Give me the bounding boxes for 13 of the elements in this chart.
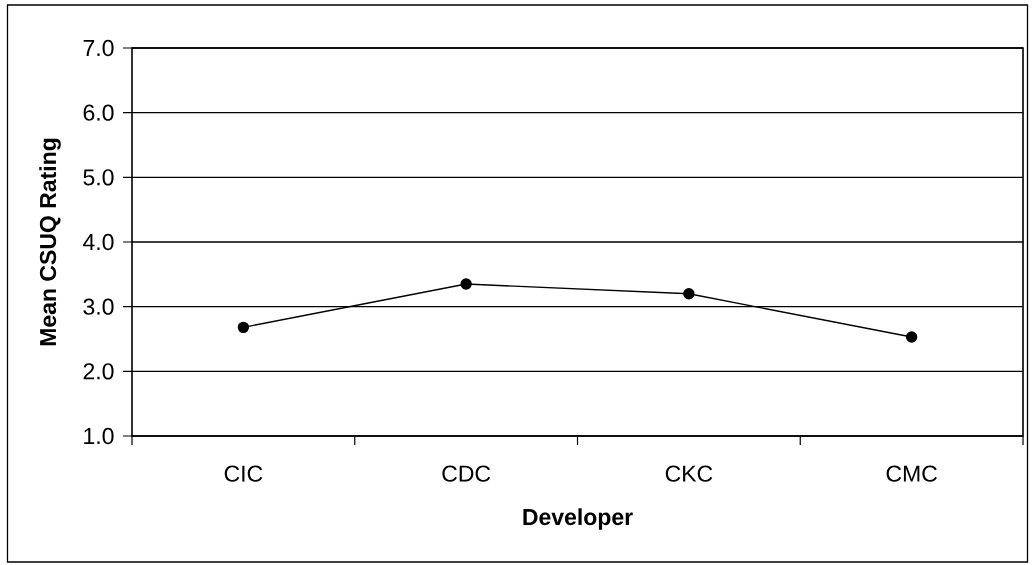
y-tick-label: 7.0 xyxy=(83,39,114,57)
y-tick-label: 2.0 xyxy=(83,363,114,380)
x-tick-label: CMC xyxy=(886,465,937,482)
x-tick-label: CKC xyxy=(665,465,713,482)
x-tick-label: CIC xyxy=(224,465,263,482)
y-axis-title: Mean CSUQ Rating xyxy=(39,138,61,346)
y-tick-label: 3.0 xyxy=(83,298,114,315)
y-tick-label: 6.0 xyxy=(83,104,114,121)
y-tick-label: 1.0 xyxy=(84,427,114,445)
x-axis-title: Developer xyxy=(523,508,633,530)
x-tick-label: CDC xyxy=(442,465,491,482)
y-tick-label: 5.0 xyxy=(83,169,114,186)
y-tick-label: 4.0 xyxy=(83,233,114,251)
